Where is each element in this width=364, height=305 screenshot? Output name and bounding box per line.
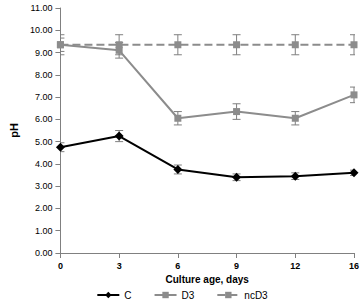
svg-text:10.00: 10.00 [30,25,53,35]
svg-text:9: 9 [234,261,239,271]
svg-text:0: 0 [58,261,63,271]
svg-text:C: C [124,290,131,301]
svg-text:11.00: 11.00 [31,3,53,13]
svg-text:12: 12 [290,261,300,271]
svg-text:8.00: 8.00 [35,70,53,80]
svg-text:6.00: 6.00 [35,114,53,124]
svg-text:2.00: 2.00 [35,203,53,213]
svg-text:0.00: 0.00 [35,248,53,258]
svg-text:3.00: 3.00 [35,181,53,191]
svg-text:16: 16 [349,261,359,271]
svg-text:ncD3: ncD3 [244,290,268,301]
svg-text:1.00: 1.00 [35,226,53,236]
svg-text:Culture age, days: Culture age, days [166,274,250,285]
svg-text:3: 3 [117,261,122,271]
svg-text:4.00: 4.00 [35,159,53,169]
svg-text:5.00: 5.00 [35,137,53,147]
svg-text:pH: pH [8,123,20,138]
svg-text:9.00: 9.00 [35,48,53,58]
svg-text:7.00: 7.00 [35,92,53,102]
svg-text:D3: D3 [182,290,195,301]
svg-text:6: 6 [175,261,180,271]
